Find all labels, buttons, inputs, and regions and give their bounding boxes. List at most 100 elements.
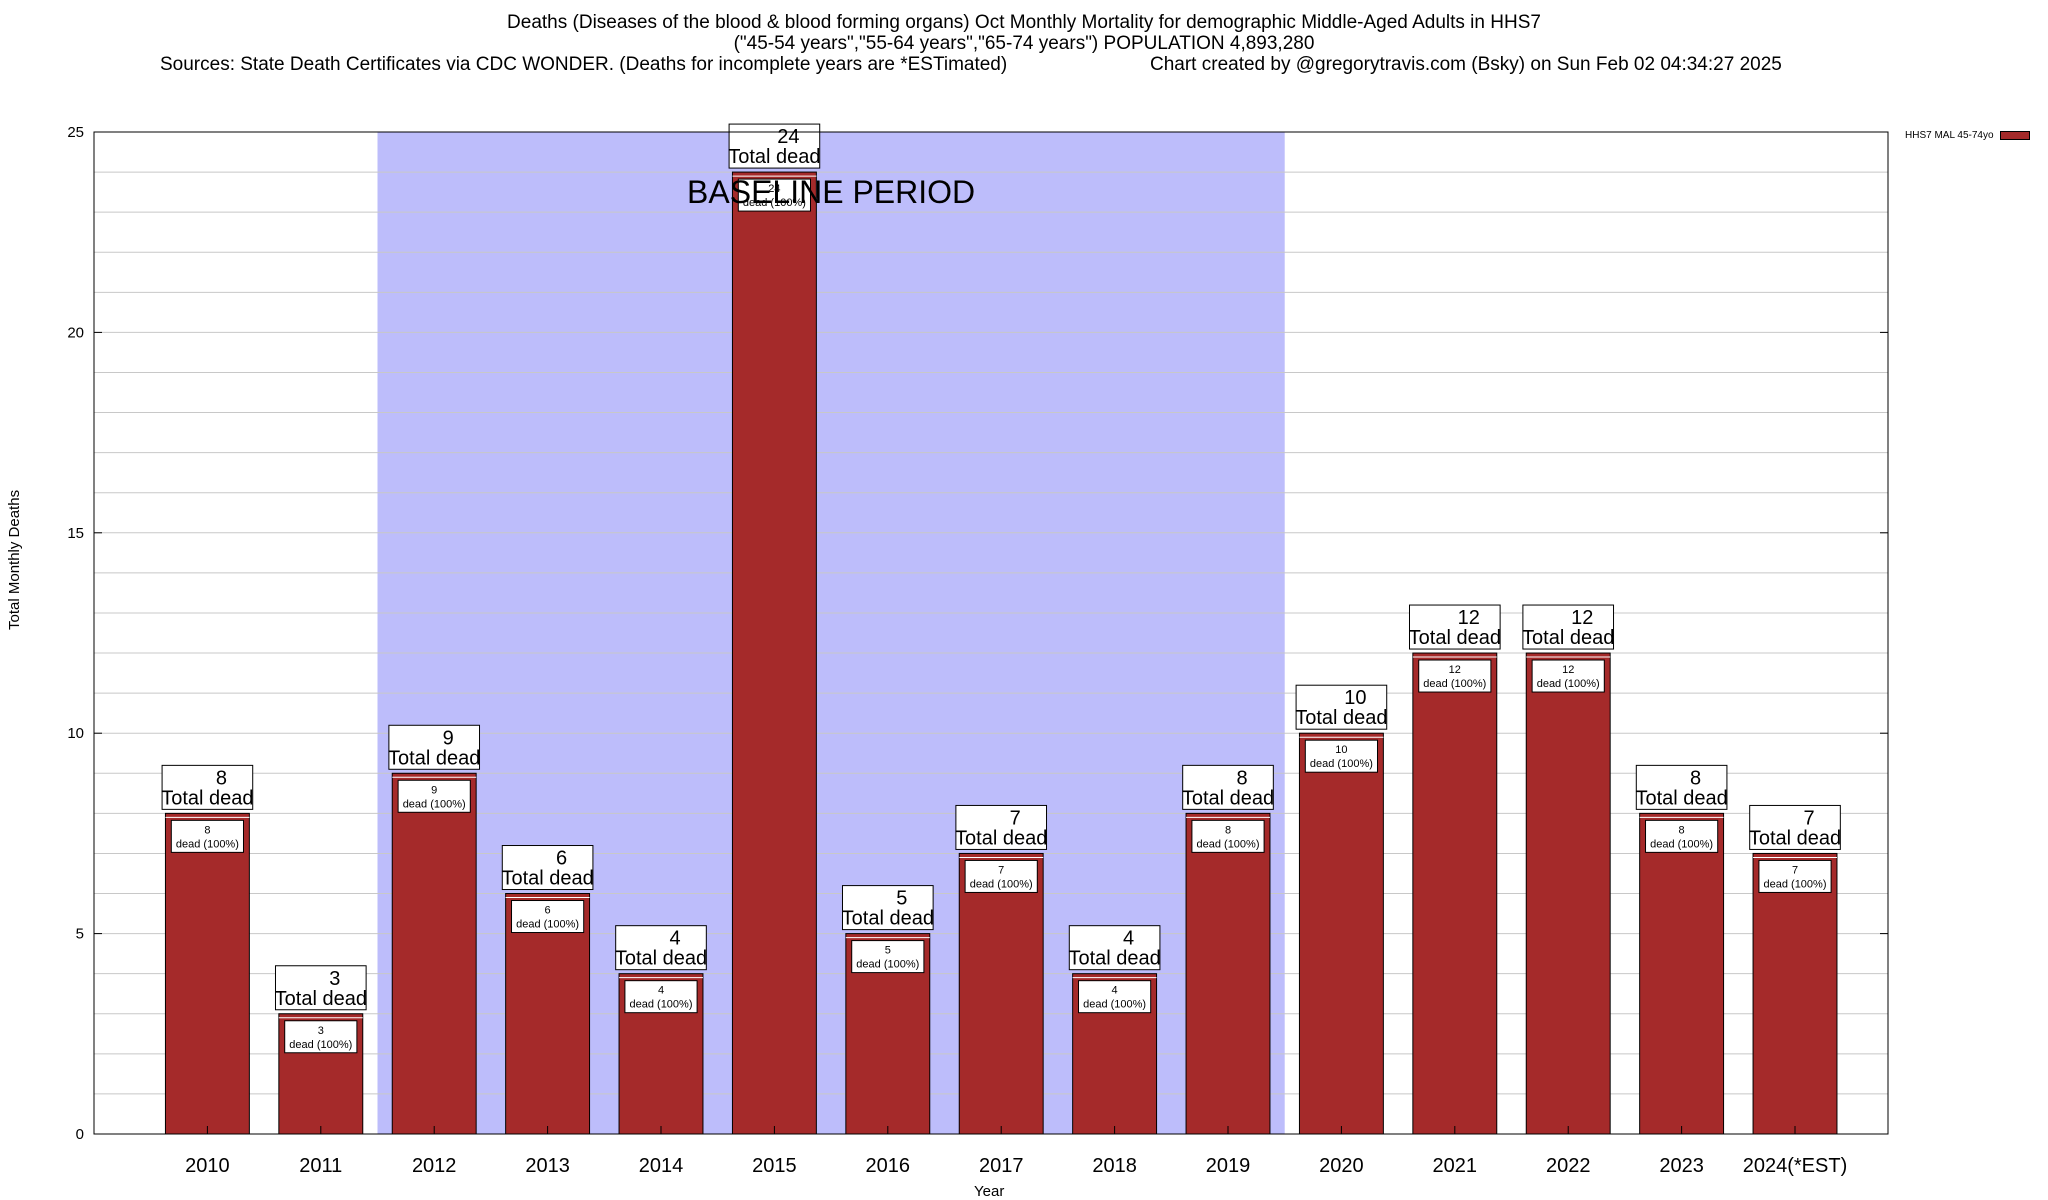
baseline-period-label: BASELINE PERIOD — [687, 174, 975, 210]
bar-inner-label: dead (100%) — [516, 919, 579, 931]
x-tick-label: 2013 — [525, 1155, 570, 1177]
y-tick-label: 10 — [67, 725, 84, 742]
x-tick-label: 2011 — [299, 1155, 342, 1177]
x-axis-label: Year — [974, 1183, 1005, 1200]
bar-annotation-value: 9 — [443, 727, 454, 749]
bar-inner-label: dead (100%) — [289, 1039, 352, 1051]
bar — [1185, 812, 1271, 1135]
bar-inner-label-box — [964, 859, 1038, 893]
bar-inner-label-box — [851, 940, 925, 974]
bar-annotation-value: 8 — [1236, 767, 1247, 789]
x-tick-label: 2020 — [1319, 1155, 1364, 1177]
bar-annotation-label: Total dead — [1409, 627, 1501, 649]
bar-inner-label-box — [1645, 819, 1719, 853]
bar-annotation-box — [161, 764, 254, 810]
bar-inner-value: 24 — [768, 183, 780, 195]
bar-annotation-value: 5 — [896, 888, 907, 910]
x-tick-label: 2021 — [1433, 1155, 1478, 1177]
bar-annotation-value: 10 — [1344, 687, 1366, 709]
x-tick-label: 2018 — [1092, 1155, 1137, 1177]
bar-inner-value: 5 — [885, 945, 891, 957]
bar-inner-value: 8 — [1225, 824, 1231, 836]
x-tick-label: 2017 — [979, 1155, 1024, 1177]
bar-annotation-label: Total dead — [388, 747, 480, 769]
bar-annotation-box — [1749, 804, 1841, 850]
bar-annotation-label: Total dead — [728, 146, 820, 168]
bar-annotation-label: Total dead — [275, 988, 367, 1010]
bar-inner-value: 4 — [658, 985, 664, 997]
bar-inner-value: 4 — [1112, 985, 1118, 997]
bar-inner-value: 12 — [1562, 664, 1574, 676]
bar — [731, 171, 817, 1135]
y-tick-label: 5 — [76, 926, 84, 943]
y-tick-label: 20 — [67, 324, 84, 341]
bar-inner-value: 8 — [1679, 824, 1685, 836]
bar-annotation-value: 7 — [1010, 807, 1021, 829]
bar-inner-label: dead (100%) — [743, 197, 806, 209]
x-tick-label: 2022 — [1546, 1155, 1591, 1177]
bar-inner-label-box — [511, 900, 585, 934]
chart-credit: Chart created by @gregorytravis.com (Bsk… — [1150, 54, 1782, 75]
bar-annotation-value: 6 — [556, 848, 567, 870]
bar-inner-value: 9 — [431, 784, 437, 796]
bar-annotation-label: Total dead — [842, 908, 934, 930]
bar-inner-value: 10 — [1335, 744, 1347, 756]
bar-annotation-box — [1182, 764, 1274, 810]
chart-title: Deaths (Diseases of the blood & blood fo… — [507, 12, 1541, 33]
bar-annotation-box — [1635, 764, 1728, 810]
bar-annotation-box — [388, 724, 481, 770]
bar — [958, 852, 1044, 1135]
bar-annotation-value: 12 — [1458, 607, 1480, 629]
bar-annotation-value: 3 — [329, 968, 340, 990]
bar-inner-label-box — [397, 779, 471, 813]
bar-inner-label: dead (100%) — [1083, 999, 1146, 1011]
bar-inner-label-box — [284, 1020, 358, 1054]
bar-annotation-box — [1522, 604, 1615, 650]
bar-annotation-box — [501, 845, 594, 891]
bar-inner-value: 7 — [1792, 864, 1798, 876]
x-tick-label: 2024(*EST) — [1743, 1155, 1848, 1177]
bar-annotation-label: Total dead — [1068, 948, 1160, 970]
x-tick-label: 2010 — [185, 1155, 230, 1177]
bar-annotation-value: 4 — [669, 928, 680, 950]
bar-inner-label: dead (100%) — [1764, 878, 1827, 890]
bar-inner-label: dead (100%) — [403, 798, 466, 810]
bar-annotation-value: 12 — [1571, 607, 1593, 629]
bar — [391, 772, 477, 1135]
bar-annotation-label: Total dead — [615, 948, 707, 970]
bar-annotation-box — [1295, 684, 1388, 730]
bar — [1639, 812, 1725, 1135]
chart-subtitle: ("45-54 years","55-64 years","65-74 year… — [733, 33, 1315, 54]
bar-inner-label: dead (100%) — [1423, 678, 1486, 690]
x-tick-label: 2023 — [1659, 1155, 1704, 1177]
bar-annotation-label: Total dead — [1182, 787, 1274, 809]
bar-annotation-value: 4 — [1123, 928, 1134, 950]
bar-inner-value: 12 — [1449, 664, 1461, 676]
bar-annotation-label: Total dead — [1635, 787, 1727, 809]
bar-inner-label-box — [624, 980, 698, 1014]
bar-inner-label: dead (100%) — [630, 999, 693, 1011]
legend-label: HHS7 MAL 45-74yo — [1905, 130, 1994, 141]
bar-annotation-label: Total dead — [161, 787, 253, 809]
bar-annotation-label: Total dead — [955, 827, 1047, 849]
x-tick-label: 2014 — [639, 1155, 684, 1177]
bar-annotation-box — [274, 965, 367, 1011]
bar — [1298, 732, 1384, 1135]
bar-annotation-value: 8 — [1690, 767, 1701, 789]
x-tick-label: 2016 — [866, 1155, 911, 1177]
bar-annotation-label: Total dead — [501, 868, 593, 890]
bar-annotation-box — [615, 925, 707, 971]
bar — [1752, 852, 1838, 1135]
bar-inner-label-box — [1304, 739, 1378, 773]
bar-inner-value: 7 — [998, 864, 1004, 876]
legend: HHS7 MAL 45-74yo — [1905, 130, 2030, 141]
bar-inner-label: dead (100%) — [1650, 838, 1713, 850]
bar — [1412, 652, 1498, 1135]
bar-inner-label-box — [737, 178, 811, 212]
bar-inner-label-box — [1191, 819, 1265, 853]
bar-inner-label: dead (100%) — [1537, 678, 1600, 690]
bar-inner-value: 6 — [545, 905, 551, 917]
bar-annotation-label: Total dead — [1295, 707, 1387, 729]
bar-annotation-value: 7 — [1803, 807, 1814, 829]
